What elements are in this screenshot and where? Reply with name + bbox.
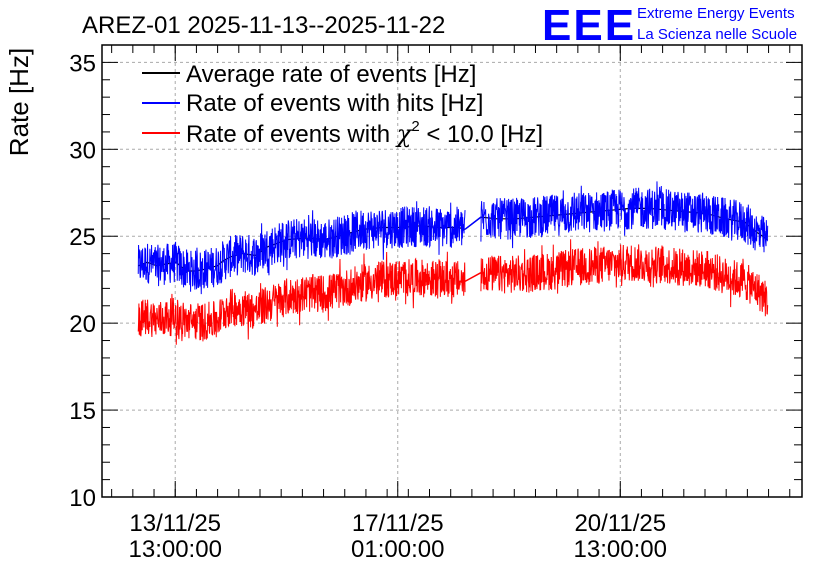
x-tick-label-date: 20/11/25 xyxy=(574,510,666,537)
legend-chi-symbol: χ xyxy=(395,120,413,148)
series-line xyxy=(464,216,482,230)
y-axis-label: Rate [Hz] xyxy=(4,48,34,156)
logo-line-1: Extreme Energy Events xyxy=(637,5,795,22)
series-line xyxy=(137,201,466,295)
legend-chi-superscript: 2 xyxy=(411,118,419,135)
legend-chi2-prefix: Rate of events with xyxy=(186,121,397,148)
eee-logo: EEE Extreme Energy Events La Scienza nel… xyxy=(542,1,797,50)
x-tick-label-time: 13:00:00 xyxy=(129,536,222,563)
x-tick-label-time: 13:00:00 xyxy=(574,536,667,563)
y-tick-label: 15 xyxy=(69,398,96,425)
logo-line-2: La Scienza nelle Scuole xyxy=(637,26,797,43)
x-tick-labels: 13/11/2513:00:0017/11/2501:00:0020/11/25… xyxy=(129,510,667,563)
y-tick-label: 20 xyxy=(69,311,96,338)
x-tick-label-date: 17/11/25 xyxy=(352,510,444,537)
y-tick-label: 25 xyxy=(69,224,96,251)
series-line xyxy=(137,251,466,345)
y-tick-labels: 10 15 20 25 30 35 xyxy=(69,50,96,512)
series-line xyxy=(480,239,769,317)
logo-mark: EEE xyxy=(542,1,636,50)
legend-chi2-suffix: < 10.0 [Hz] xyxy=(420,121,543,148)
x-tick-label-time: 01:00:00 xyxy=(351,536,444,563)
series-line xyxy=(480,181,769,253)
series-hits xyxy=(137,181,769,295)
y-tick-label: 35 xyxy=(69,50,96,77)
y-tick-label: 10 xyxy=(69,485,96,512)
legend: Average rate of events [Hz] Rate of even… xyxy=(142,61,543,148)
legend-label-average: Average rate of events [Hz] xyxy=(186,61,476,88)
axes xyxy=(101,44,803,498)
y-tick-label: 30 xyxy=(69,137,96,164)
legend-label-chi2: Rate of events with χ2 < 10.0 [Hz] xyxy=(186,118,543,148)
legend-label-hits: Rate of events with hits [Hz] xyxy=(186,90,483,117)
plot-area xyxy=(137,181,769,345)
series-chi2 xyxy=(137,239,769,345)
x-tick-label-date: 13/11/25 xyxy=(129,510,221,537)
chart-title: AREZ-01 2025-11-13--2025-11-22 xyxy=(82,12,445,39)
series-line xyxy=(464,272,482,283)
